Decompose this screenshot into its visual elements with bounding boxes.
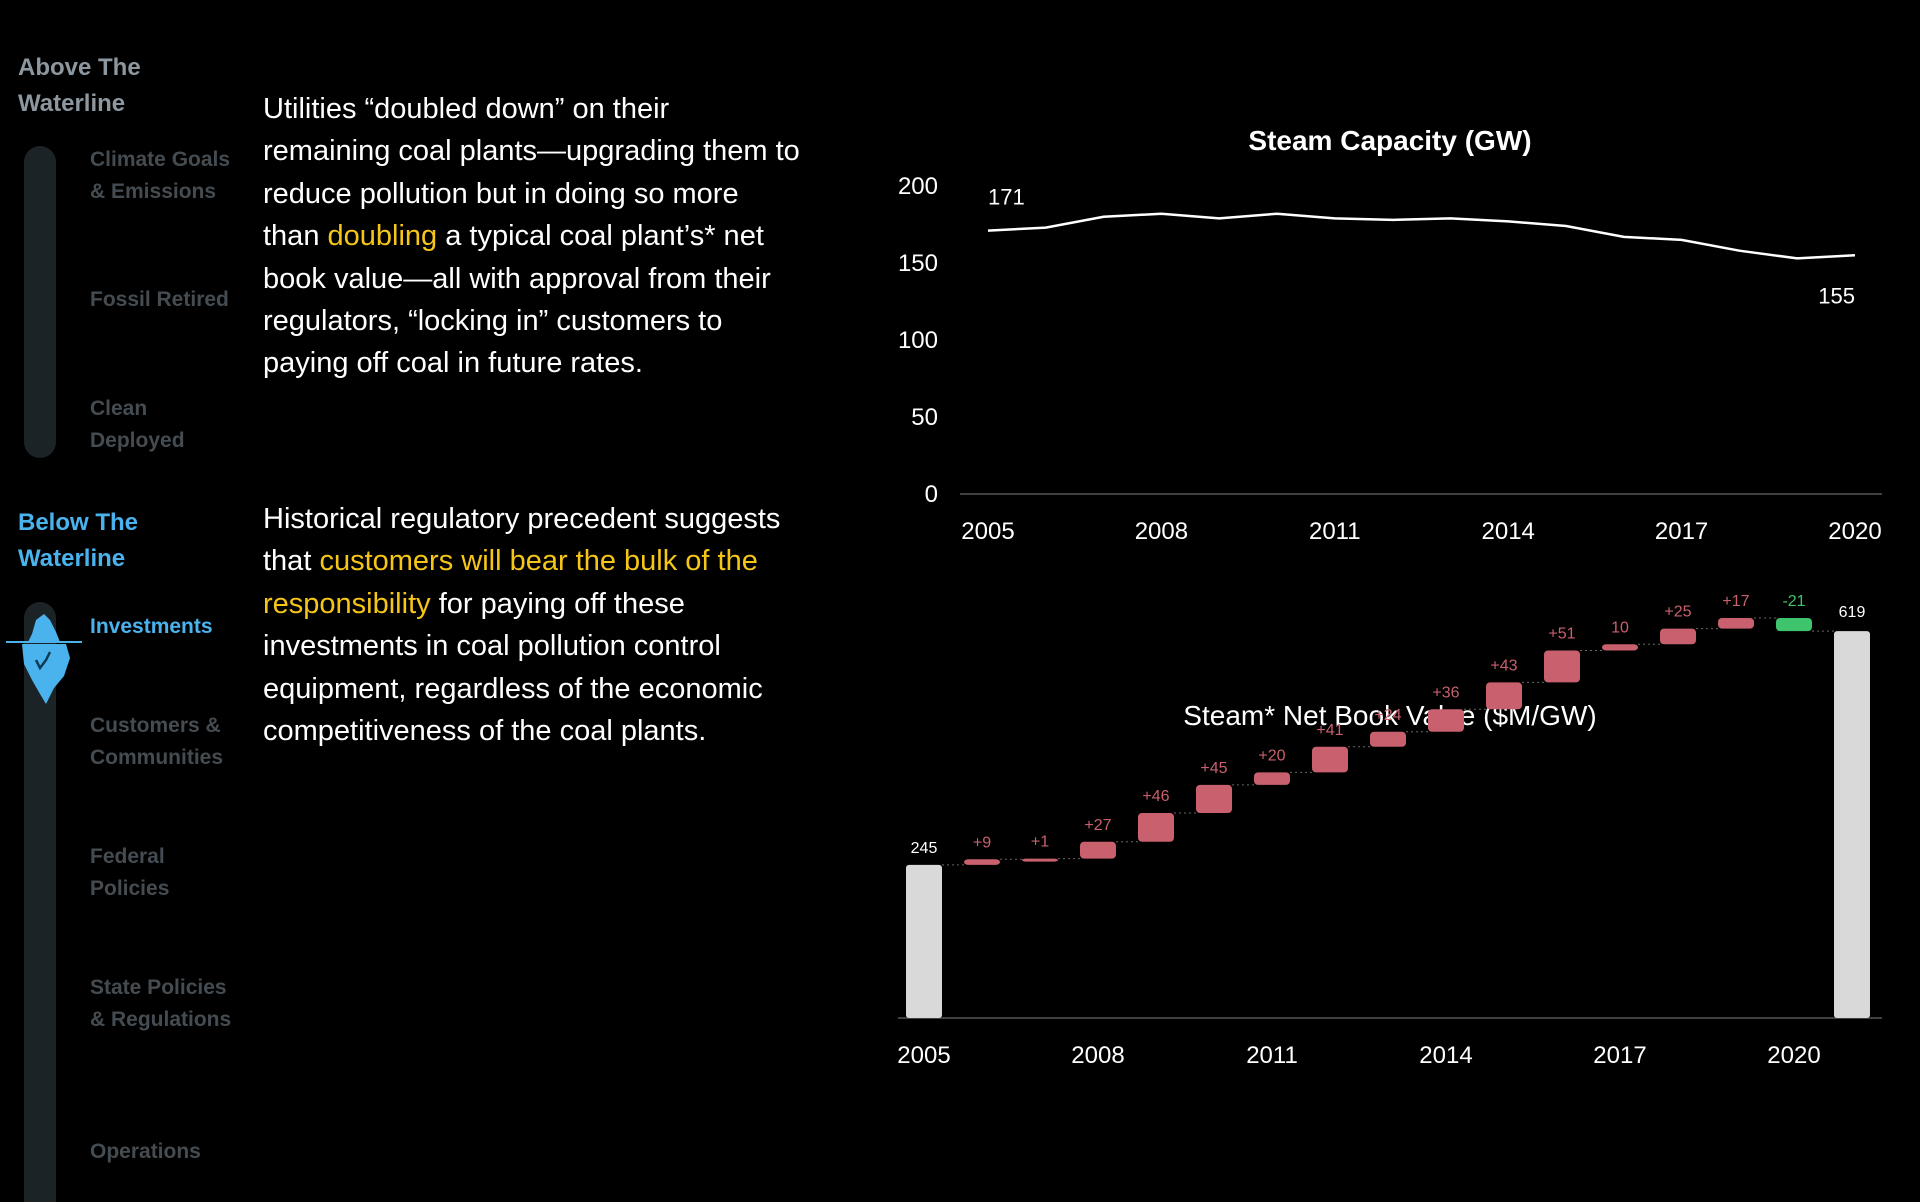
x-tick-label: 2008 — [1071, 1042, 1124, 1069]
data-label: +51 — [1548, 626, 1575, 643]
data-label: +20 — [1258, 747, 1285, 764]
paragraph-2-text-a: Historical regulatory precedent suggests… — [263, 503, 781, 578]
data-label: +27 — [1084, 817, 1111, 834]
data-label: -21 — [1782, 593, 1805, 610]
x-tick-label: 2020 — [1828, 518, 1881, 545]
progress-rail-below — [24, 602, 56, 1202]
nav-item-investments[interactable]: Investments — [90, 615, 213, 638]
steam-capacity-chart: Steam Capacity (GW) 0 50 100 150 200 2005 2008 2… — [898, 125, 1882, 545]
chart-title: Steam* Net Book Value ($M/GW) — [1183, 700, 1596, 731]
highlight-customers-bear: customers will bear the bulk of the resp… — [263, 545, 758, 620]
section-heading-above[interactable]: Above The Waterline — [18, 54, 141, 117]
waterfall-step-bar — [1428, 709, 1464, 732]
waterfall-step-bar — [1022, 858, 1058, 862]
x-tick-label: 2014 — [1419, 1042, 1472, 1069]
nav-item-climate-goals[interactable]: Climate Goals & Emissions — [90, 148, 231, 203]
paragraph-2-text-b: for paying off these investments in coal… — [263, 587, 763, 748]
data-label: +43 — [1490, 657, 1517, 674]
article-paragraph-1: Utilities “doubled down” on their remain… — [263, 88, 803, 385]
data-label: +45 — [1200, 760, 1227, 777]
x-tick-label: 2017 — [1593, 1042, 1646, 1069]
x-tick-label: 2011 — [1246, 1042, 1298, 1069]
waterfall-step-bar — [1138, 813, 1174, 842]
nav-item-customers-communities[interactable]: Customers & Communities — [90, 714, 224, 769]
y-tick-label: 100 — [898, 327, 938, 354]
paragraph-1-text-b: a typical coal plant’s* net book value—a… — [263, 220, 771, 380]
y-tick-label: 200 — [898, 173, 938, 200]
waterfall-step-bar — [1370, 731, 1406, 747]
x-tick-label: 2017 — [1655, 518, 1708, 545]
data-label: 155 — [1818, 283, 1855, 308]
waterfall-step-bar — [1660, 628, 1696, 645]
iceberg-icon — [6, 614, 82, 704]
data-label: 10 — [1611, 619, 1629, 636]
waterfall-step-bar — [1486, 682, 1522, 710]
waterfall-step-bar — [1312, 746, 1348, 773]
article-paragraph-2: Historical regulatory precedent suggests… — [263, 498, 803, 752]
x-tick-label: 2005 — [897, 1042, 950, 1069]
y-tick-label: 50 — [911, 404, 938, 431]
x-tick-label: 2011 — [1309, 518, 1361, 545]
x-tick-label: 2005 — [961, 518, 1014, 545]
total-bar-start — [906, 864, 942, 1018]
paragraph-1-text-a: Utilities “doubled down” on their remain… — [263, 93, 800, 253]
waterfall-step-bar — [964, 859, 1000, 865]
nav-item-operations[interactable]: Operations — [90, 1140, 201, 1163]
data-label: 619 — [1839, 604, 1866, 621]
nav-item-fossil-retired[interactable]: Fossil Retired — [90, 288, 229, 311]
waterfall-step-bar — [1080, 841, 1116, 859]
data-label: +9 — [973, 834, 991, 851]
waterfall-step-bar — [1718, 618, 1754, 629]
data-label: +24 — [1374, 707, 1401, 724]
x-tick-label: 2014 — [1482, 518, 1535, 545]
waterfall-step-bar — [1254, 772, 1290, 785]
net-book-value-chart: Steam* Net Book Value ($M/GW) 2005 2008 201… — [897, 593, 1882, 1069]
y-tick-label: 0 — [925, 481, 938, 508]
highlight-doubling: doubling — [327, 220, 438, 253]
data-label: +17 — [1722, 593, 1749, 610]
chart-title: Steam Capacity (GW) — [1248, 125, 1531, 156]
waterfall-step-bar — [1544, 650, 1580, 683]
progress-rail-above — [24, 146, 56, 458]
data-label: 171 — [988, 185, 1025, 210]
waterfall-step-bar — [1776, 618, 1812, 632]
x-tick-label: 2008 — [1135, 518, 1188, 545]
section-heading-below[interactable]: Below The Waterline — [18, 509, 139, 572]
nav-item-clean-deployed[interactable]: Clean Deployed — [90, 397, 185, 452]
y-tick-label: 150 — [898, 250, 938, 277]
series-line-steam-capacity — [987, 212, 1856, 260]
data-label: +25 — [1664, 604, 1691, 621]
nav-item-federal-policies[interactable]: Federal Policies — [90, 845, 170, 900]
total-bar-end — [1834, 631, 1870, 1018]
data-label: 245 — [911, 840, 938, 857]
waterfall-step-bar — [1602, 644, 1638, 651]
data-label: +36 — [1432, 684, 1459, 701]
nav-item-state-policies[interactable]: State Policies & Regulations — [90, 976, 232, 1031]
data-label: +41 — [1316, 722, 1343, 739]
x-tick-label: 2020 — [1767, 1042, 1820, 1069]
data-label: +1 — [1031, 834, 1049, 851]
waterfall-step-bar — [1196, 784, 1232, 813]
data-label: +46 — [1142, 788, 1169, 805]
